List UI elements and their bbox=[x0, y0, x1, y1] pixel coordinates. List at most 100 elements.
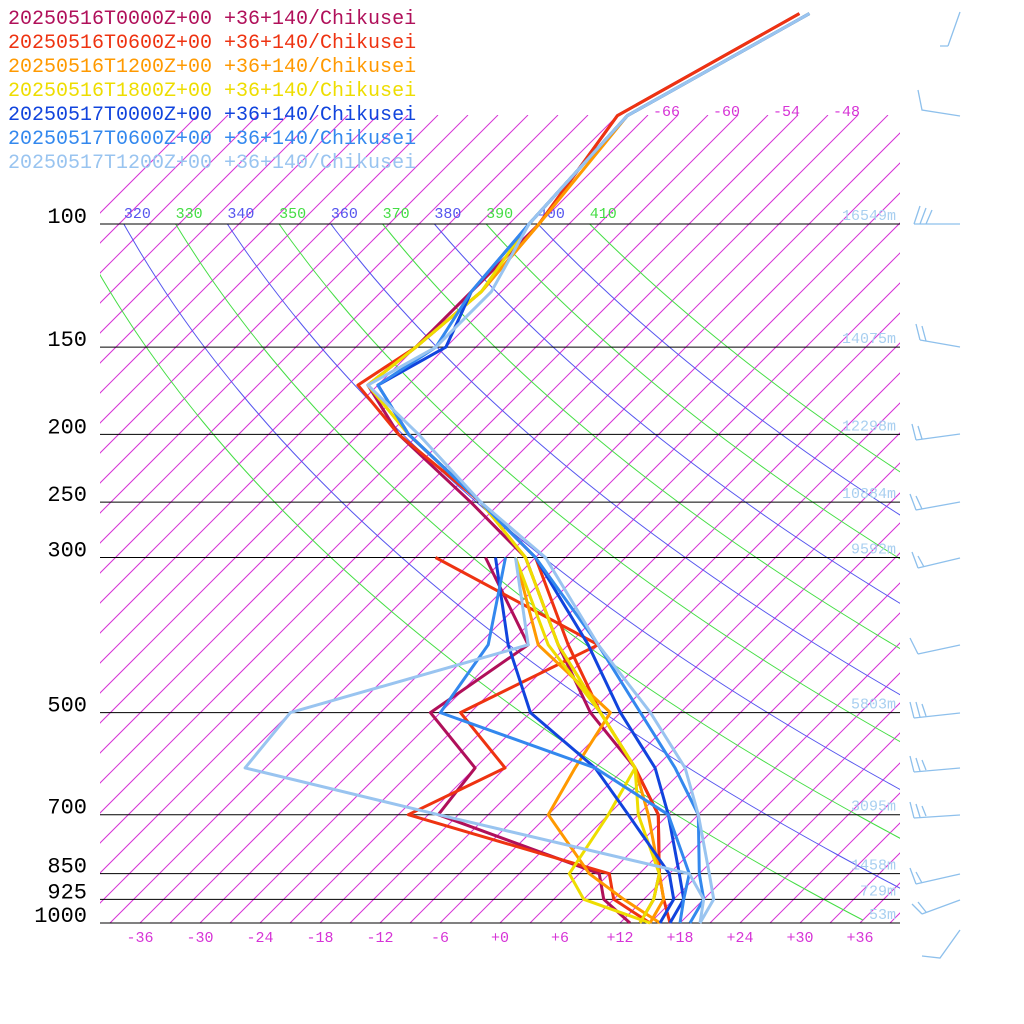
isotherm bbox=[100, 115, 679, 694]
x-tick-label: +18 bbox=[666, 930, 693, 947]
isotherm bbox=[100, 115, 499, 514]
x-tick-label: -12 bbox=[366, 930, 393, 947]
isotherm bbox=[439, 462, 900, 923]
x-tick-label: -36 bbox=[126, 930, 153, 947]
isotherm bbox=[649, 672, 900, 923]
adiabat-label: 380 bbox=[434, 206, 461, 223]
top-isotherm-label: -54 bbox=[773, 104, 800, 121]
top-isotherm-label: -60 bbox=[713, 104, 740, 121]
height-label: 5803m bbox=[851, 697, 896, 714]
legend-entry: 20250516T1800Z+00 +36+140/Chikusei bbox=[8, 80, 416, 103]
isotherm bbox=[100, 115, 589, 604]
isotherm bbox=[100, 115, 649, 664]
adiabat-label: 360 bbox=[331, 206, 358, 223]
legend-entry: 20250517T1200Z+00 +36+140/Chikusei bbox=[8, 152, 416, 175]
isotherm bbox=[259, 282, 900, 923]
isotherm bbox=[709, 732, 900, 923]
adiabat bbox=[226, 224, 900, 790]
isotherm bbox=[100, 115, 559, 574]
isobar-label: 100 bbox=[47, 205, 87, 230]
isotherm bbox=[100, 115, 709, 724]
isobar-label: 700 bbox=[47, 796, 87, 821]
isotherm bbox=[100, 115, 379, 394]
x-tick-label: +36 bbox=[846, 930, 873, 947]
isotherm bbox=[559, 582, 900, 923]
isobar-label: 300 bbox=[47, 539, 87, 564]
height-label: 3095m bbox=[851, 799, 896, 816]
adiabat-labels: 310 320 330 340 350 360 370 380 390 400 410 bbox=[124, 206, 617, 223]
adiabat bbox=[330, 224, 900, 696]
height-label: 729m bbox=[860, 883, 896, 900]
height-label: 16549m bbox=[842, 208, 896, 225]
x-tick-label: -18 bbox=[306, 930, 333, 947]
isotherm bbox=[409, 432, 900, 923]
isotherm bbox=[100, 115, 769, 784]
isotherm bbox=[100, 115, 799, 814]
height-label: 1458m bbox=[851, 858, 896, 875]
isobar-label: 200 bbox=[47, 415, 87, 440]
isotherm bbox=[739, 762, 900, 923]
isotherm bbox=[100, 115, 529, 544]
dewpoint-line bbox=[243, 557, 706, 924]
adiabat-label: 320 bbox=[124, 206, 151, 223]
isotherms bbox=[100, 115, 900, 923]
isotherm bbox=[769, 792, 900, 923]
adiabat bbox=[589, 224, 900, 473]
isotherm bbox=[469, 492, 900, 923]
legend-entry: 20250517T0600Z+00 +36+140/Chikusei bbox=[8, 128, 416, 151]
isobar-label: 500 bbox=[47, 694, 87, 719]
adiabat bbox=[485, 224, 900, 560]
isotherm bbox=[100, 115, 619, 634]
isotherm bbox=[100, 115, 229, 244]
temperature-line bbox=[366, 12, 811, 924]
isotherm bbox=[229, 252, 900, 923]
isotherm bbox=[379, 402, 900, 923]
isotherm bbox=[100, 115, 889, 904]
adiabat bbox=[434, 224, 900, 604]
top-isotherm-label: -66 bbox=[653, 104, 680, 121]
adiabat bbox=[100, 273, 864, 921]
adiabat-label: 330 bbox=[176, 206, 203, 223]
legend-entry: 20250516T1200Z+00 +36+140/Chikusei bbox=[8, 56, 416, 79]
isotherm bbox=[499, 522, 900, 923]
isotherm bbox=[619, 642, 900, 923]
isotherm bbox=[100, 115, 319, 334]
isotherm bbox=[100, 115, 409, 424]
height-label: 53m bbox=[869, 907, 896, 924]
adiabat bbox=[123, 224, 900, 889]
legend-entry: 20250517T0000Z+00 +36+140/Chikusei bbox=[8, 104, 416, 127]
height-label: 10884m bbox=[842, 486, 896, 503]
top-isotherm-label: -48 bbox=[833, 104, 860, 121]
isotherm bbox=[100, 115, 199, 214]
x-tick-label: +0 bbox=[491, 930, 509, 947]
adiabats bbox=[100, 224, 900, 921]
isobar-label: 1000 bbox=[34, 904, 87, 929]
x-tick-label: +24 bbox=[726, 930, 753, 947]
x-tick-label: +6 bbox=[551, 930, 569, 947]
x-tick-label: +12 bbox=[606, 930, 633, 947]
isotherm bbox=[589, 612, 900, 923]
isotherm bbox=[109, 132, 900, 923]
x-tick-label: -6 bbox=[431, 930, 449, 947]
legend-entry: 20250516T0000Z+00 +36+140/Chikusei bbox=[8, 8, 416, 31]
x-tick-label: -30 bbox=[186, 930, 213, 947]
isobar-label: 250 bbox=[47, 483, 87, 508]
isotherm bbox=[100, 115, 439, 454]
profiles bbox=[243, 12, 811, 925]
wind-barbs bbox=[909, 11, 961, 959]
adiabat-label: 370 bbox=[383, 206, 410, 223]
dewpoint-line bbox=[406, 556, 651, 925]
isobar-label: 925 bbox=[47, 880, 87, 905]
isotherm bbox=[100, 115, 829, 844]
x-tick-label: +30 bbox=[786, 930, 813, 947]
adiabat-label: 350 bbox=[279, 206, 306, 223]
temperature-line bbox=[376, 12, 811, 924]
adiabat bbox=[537, 224, 900, 516]
isotherm bbox=[679, 702, 900, 923]
isotherm bbox=[889, 912, 900, 923]
height-label: 9592m bbox=[851, 542, 896, 559]
adiabat bbox=[175, 224, 900, 839]
dewpoint-line bbox=[438, 557, 691, 924]
